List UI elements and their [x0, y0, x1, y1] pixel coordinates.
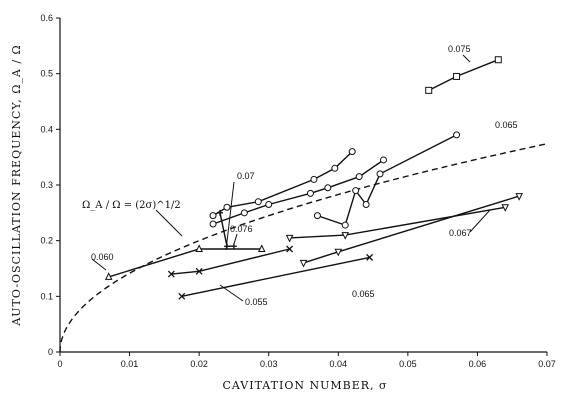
theory-curve: [59, 143, 548, 353]
data-point: [310, 175, 318, 183]
data-point: [217, 209, 224, 216]
series-10: [178, 253, 374, 300]
annotation-leader: [219, 284, 244, 302]
y-tick-label: 0: [48, 347, 53, 357]
series-3: [209, 148, 356, 220]
annotation-leader: [91, 258, 107, 271]
data-point: [265, 200, 273, 208]
data-point: [209, 220, 217, 228]
data-point: [334, 248, 343, 257]
annotation-label: 0.07: [237, 171, 255, 181]
x-tick-label: 0: [57, 359, 62, 369]
x-tick-label: 0.07: [538, 359, 556, 369]
annotation-leader: [233, 233, 238, 245]
series-4: [209, 156, 388, 228]
axes: [59, 18, 547, 353]
data-point: [285, 234, 294, 243]
series-line: [181, 256, 370, 297]
y-tick-label: 0.5: [40, 69, 53, 79]
annotation-label: 0.067: [449, 228, 472, 238]
y-tick-label: 0.1: [40, 291, 53, 301]
data-point: [380, 156, 388, 164]
data-point: [240, 209, 248, 217]
series-line: [428, 59, 499, 92]
y-axis-title: AUTO-OSCILLATION FREQUENCY, Ω_A / Ω: [10, 44, 23, 326]
data-point: [341, 232, 350, 240]
data-point: [341, 221, 349, 229]
data-point: [366, 253, 374, 261]
data-point: [306, 189, 314, 197]
data-point: [494, 56, 502, 64]
data-point: [453, 72, 461, 80]
data-point: [425, 86, 433, 94]
series-group: [104, 56, 523, 300]
x-tick-label: 0.06: [469, 359, 487, 369]
series-line: [317, 134, 457, 226]
series-line: [303, 195, 520, 264]
x-axis-title: CAVITATION NUMBER, σ: [222, 379, 387, 392]
annotation-leader: [225, 181, 235, 251]
data-point: [257, 244, 266, 253]
data-point: [195, 244, 203, 253]
x-tick-label: 0.05: [399, 359, 417, 369]
data-point: [313, 212, 321, 220]
data-point: [348, 148, 356, 156]
data-point: [324, 184, 332, 192]
annotation-label: 0.075: [448, 44, 471, 54]
theory-curve-leader: [155, 209, 183, 237]
series-9: [299, 193, 523, 268]
data-point: [376, 170, 384, 178]
annotation-label: 0.055: [245, 297, 268, 307]
data-point: [223, 203, 231, 211]
series-2: [313, 131, 461, 229]
x-tick-label: 0.04: [330, 359, 348, 369]
data-point: [352, 187, 360, 195]
data-point: [178, 292, 186, 300]
series-1: [425, 56, 502, 94]
annotation-label: 0.065: [352, 289, 375, 299]
data-point: [286, 245, 294, 253]
data-point: [104, 272, 113, 280]
annotation-label: 0.065: [495, 120, 518, 130]
x-tick-label: 0.03: [260, 359, 278, 369]
data-point: [501, 204, 510, 212]
x-tick-label: 0.01: [121, 359, 139, 369]
data-point: [453, 131, 461, 139]
data-point: [515, 193, 523, 201]
annotation-group: 0.075 0.065 0.07 0.076 0.060 0.067 0.055 0.065: [91, 44, 518, 307]
theory-curve-group: [59, 143, 548, 353]
y-tick-label: 0.6: [40, 13, 53, 23]
series-6: [104, 244, 266, 280]
theory-curve-label: Ω_A / Ω = (2σ)^1/2: [82, 200, 183, 237]
y-tick-label: 0.3: [40, 180, 53, 190]
data-point: [331, 164, 339, 172]
data-point: [299, 259, 308, 268]
series-8: [167, 245, 294, 278]
y-tick-label: 0.2: [40, 236, 53, 246]
annotation-label: 0.060: [91, 252, 114, 262]
annotation-leader: [462, 54, 471, 63]
data-point: [230, 243, 237, 250]
data-point: [362, 200, 370, 208]
x-tick-label: 0.02: [190, 359, 208, 369]
annotation-label: 0.076: [230, 224, 253, 234]
data-point: [355, 173, 363, 181]
data-point: [254, 198, 262, 206]
data-point: [167, 270, 175, 278]
data-point: [195, 267, 203, 275]
annotation-leader: [469, 209, 491, 233]
tick-group: 0 0.01 0.02 0.03 0.04 0.05 0.06 0.07 0 0.1 0.2 0.3 0…: [40, 13, 555, 369]
y-tick-label: 0.4: [40, 124, 53, 134]
theory-curve-label-text: Ω_A / Ω = (2σ)^1/2: [82, 200, 181, 211]
data-point: [209, 212, 217, 220]
